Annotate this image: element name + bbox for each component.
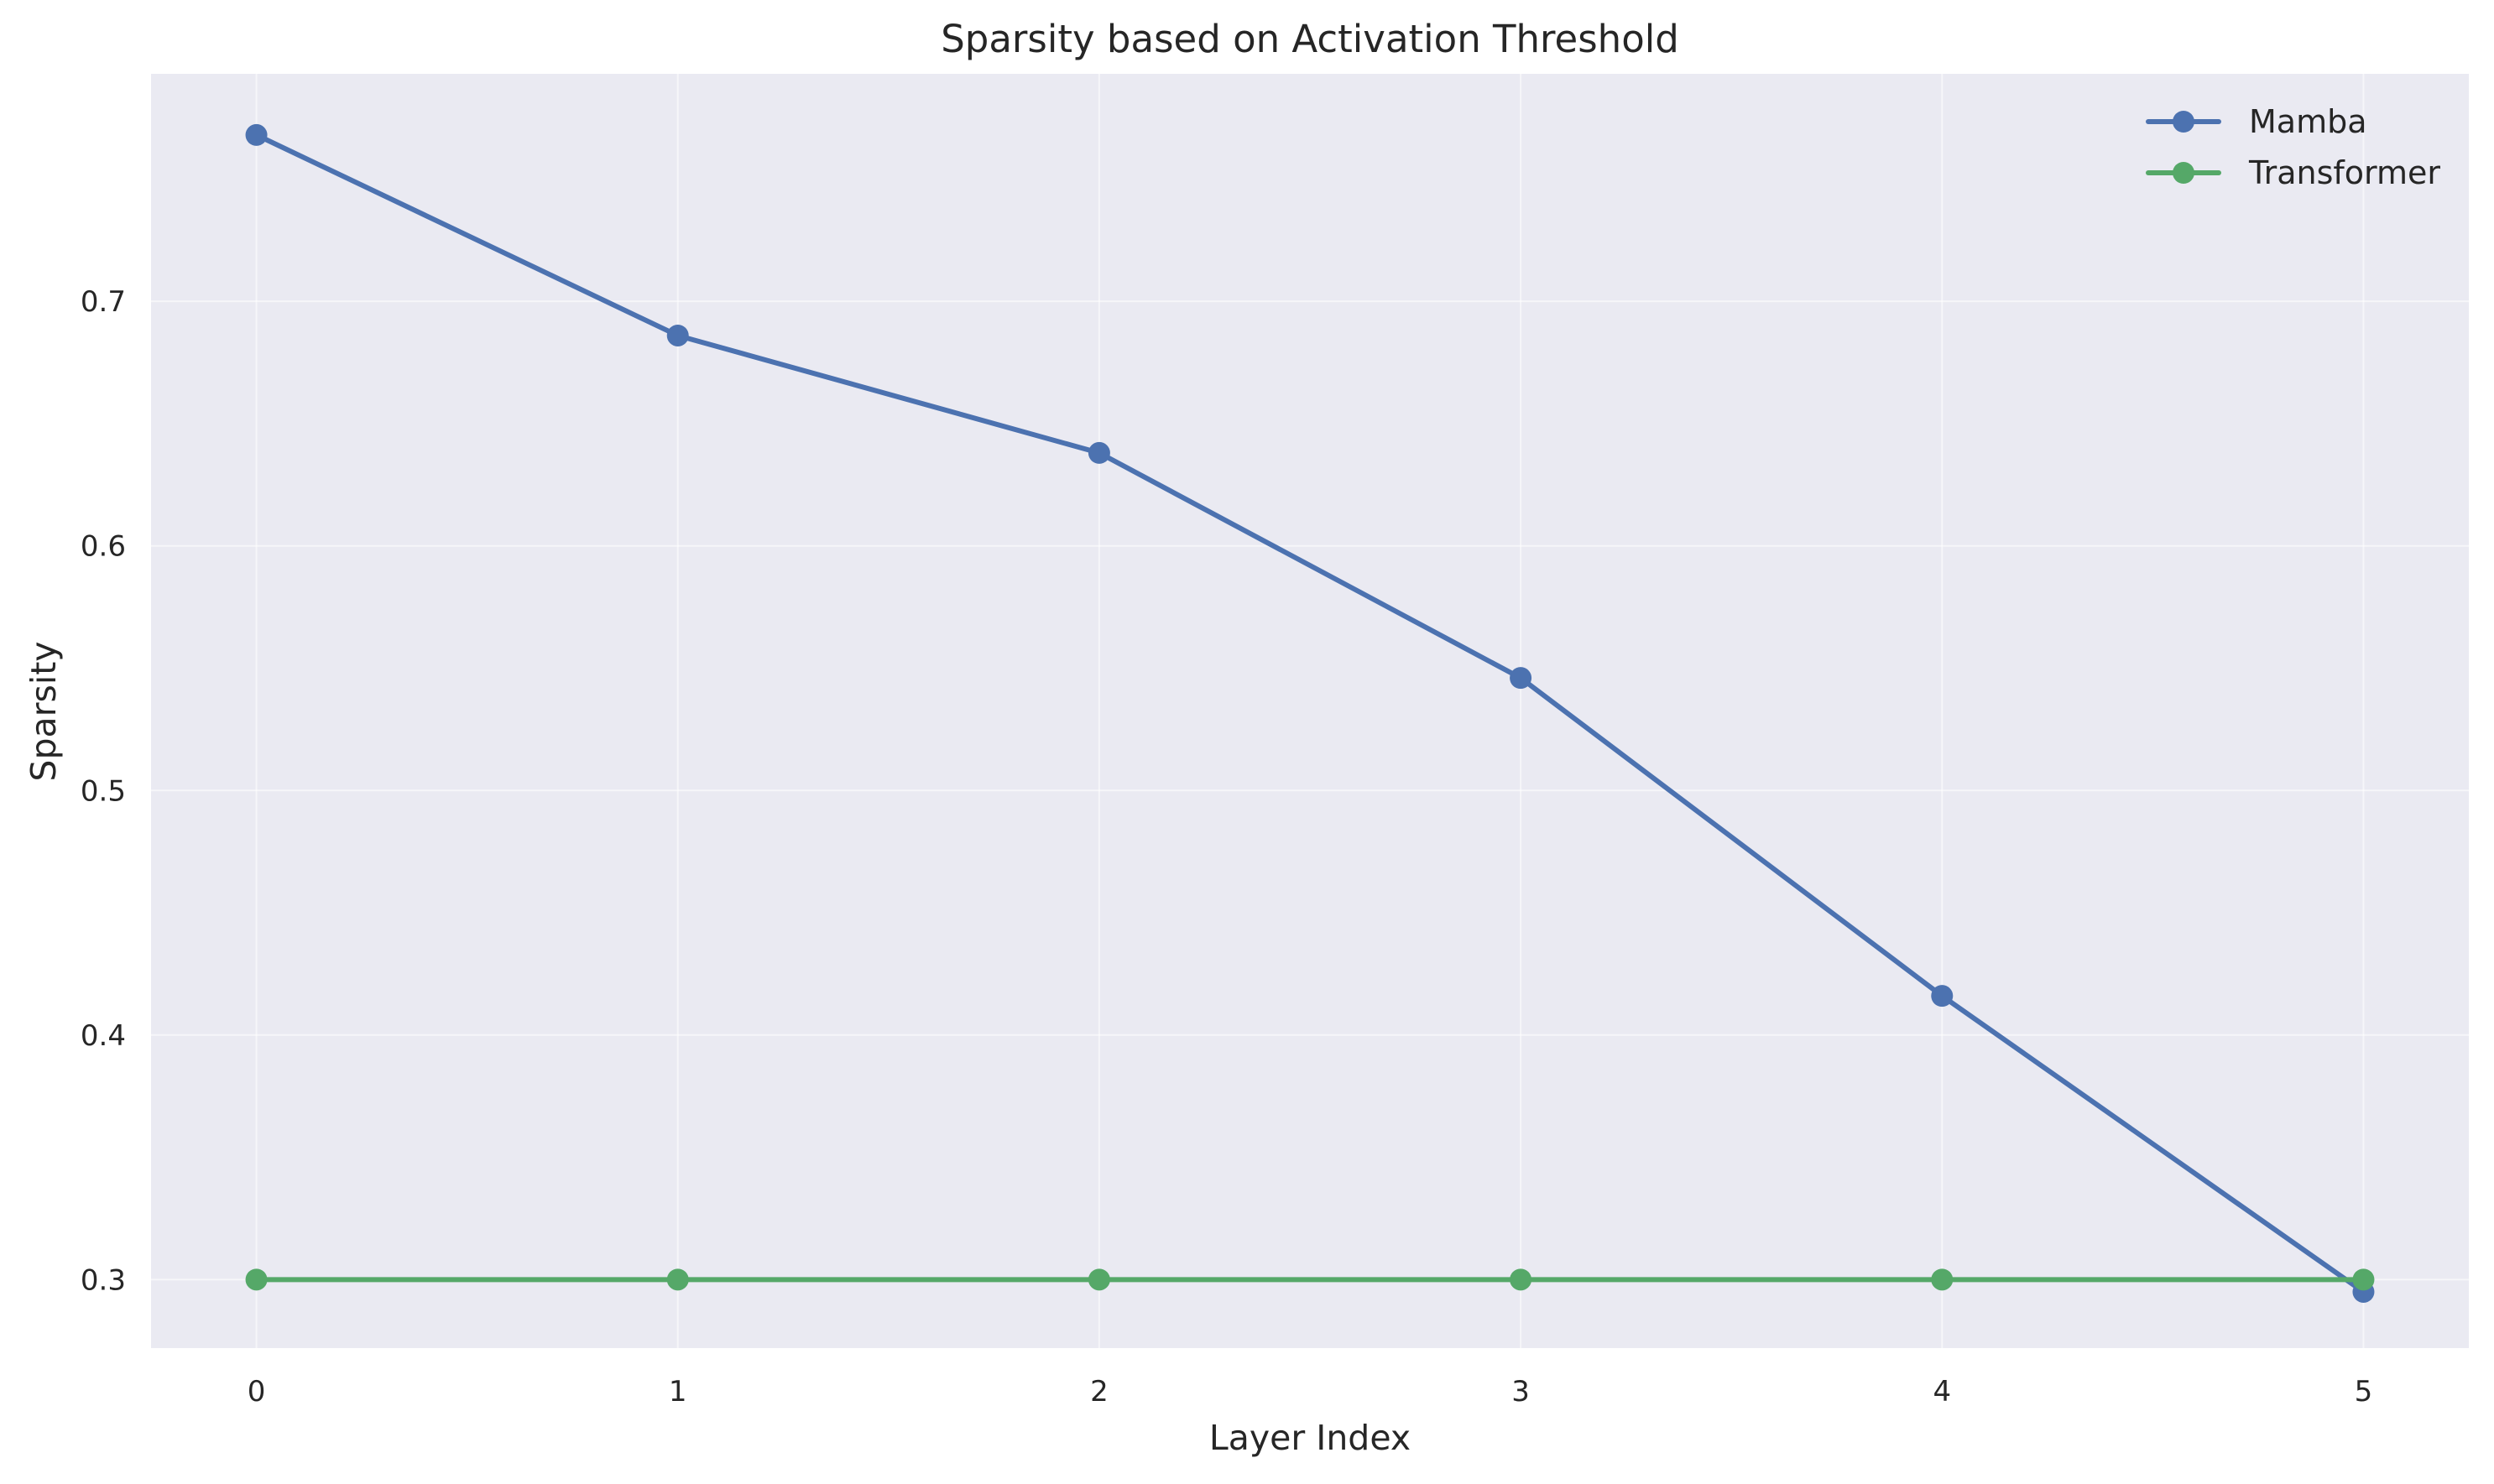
y-tick-label: 0.4 xyxy=(81,1019,126,1053)
legend-label-transformer: Transformer xyxy=(2248,154,2440,191)
data-point-mamba xyxy=(1088,441,1110,464)
data-point-transformer xyxy=(245,1268,268,1291)
x-tick-label: 2 xyxy=(1090,1375,1109,1408)
plot-area xyxy=(151,74,2469,1348)
data-point-transformer xyxy=(666,1268,689,1291)
legend-marker-transformer xyxy=(2173,162,2194,184)
data-point-mamba xyxy=(666,324,689,346)
data-point-mamba xyxy=(1931,985,1954,1008)
x-tick-label: 4 xyxy=(1933,1375,1951,1408)
x-tick-label: 0 xyxy=(248,1375,266,1408)
x-tick-label: 1 xyxy=(669,1375,687,1408)
y-tick-label: 0.7 xyxy=(81,285,126,319)
series-layer xyxy=(245,123,2375,1303)
data-point-transformer xyxy=(2352,1268,2375,1291)
legend-marker-mamba xyxy=(2173,111,2194,133)
x-tick-label: 5 xyxy=(2355,1375,2373,1408)
x-axis-label: Layer Index xyxy=(1209,1418,1411,1458)
y-axis-label: Sparsity xyxy=(23,641,64,781)
y-tick-label: 0.3 xyxy=(81,1263,126,1297)
data-point-mamba xyxy=(245,123,268,146)
chart-title: Sparsity based on Activation Threshold xyxy=(941,17,1679,61)
data-point-transformer xyxy=(1931,1268,1954,1291)
data-point-mamba xyxy=(1510,667,1532,690)
data-point-transformer xyxy=(1088,1268,1110,1291)
series-line-mamba xyxy=(253,132,2366,1294)
legend: Mamba Transformer xyxy=(2146,103,2440,191)
x-axis-ticks: 0 1 2 3 4 5 xyxy=(248,1375,2373,1408)
x-tick-label: 3 xyxy=(1511,1375,1530,1408)
data-point-transformer xyxy=(1510,1268,1532,1291)
legend-label-mamba: Mamba xyxy=(2249,103,2367,140)
y-axis-ticks: 0.3 0.4 0.5 0.6 0.7 xyxy=(81,285,126,1297)
y-tick-label: 0.5 xyxy=(81,774,126,808)
y-tick-label: 0.6 xyxy=(81,530,126,564)
